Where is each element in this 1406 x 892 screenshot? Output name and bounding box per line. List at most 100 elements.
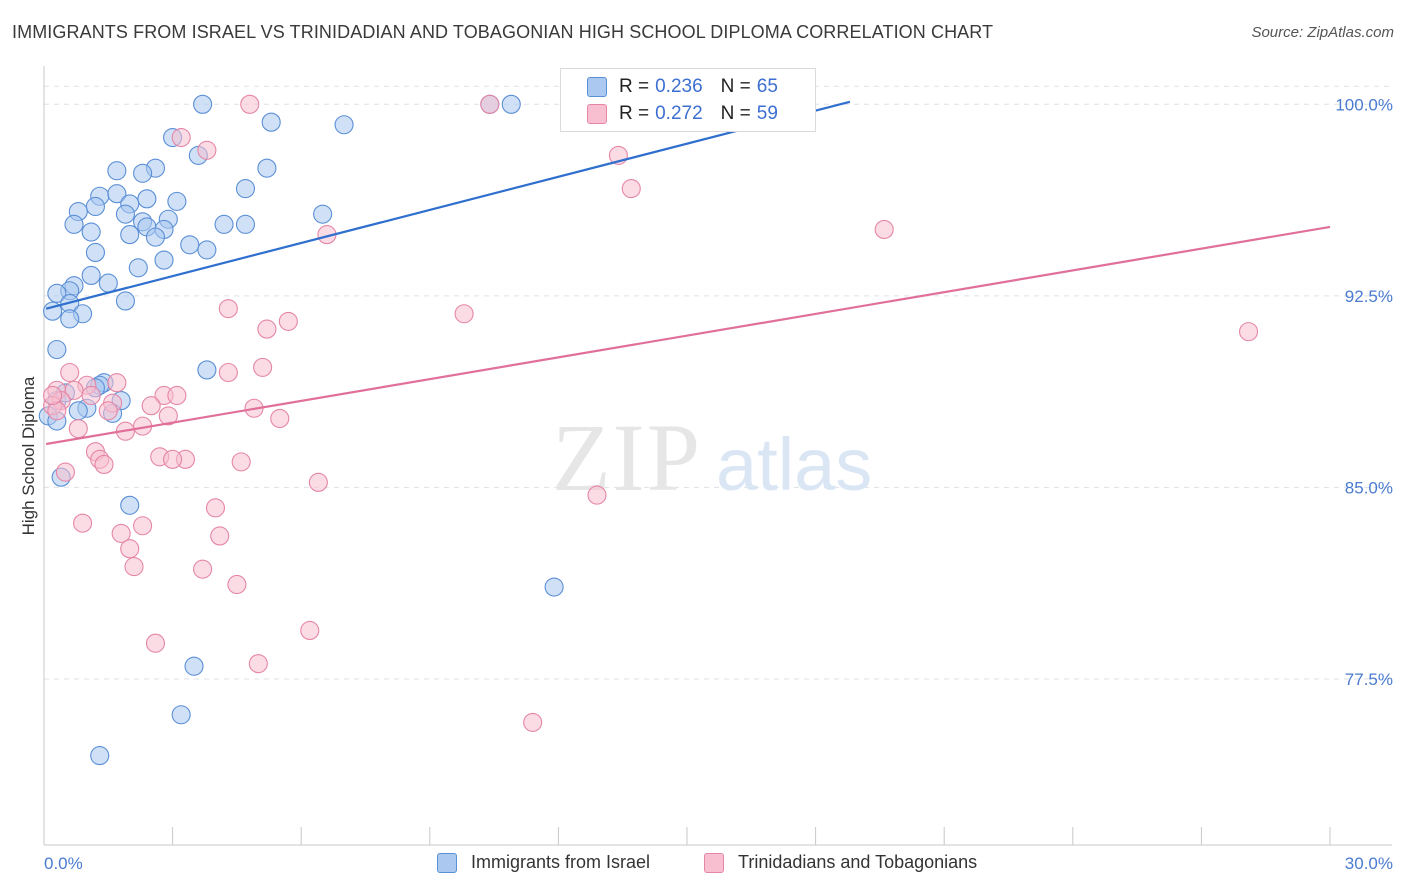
point-trinidad [621,179,641,199]
point-trinidad [218,299,238,319]
point-israel [47,283,67,303]
point-trinidad [124,557,144,577]
point-trinidad [523,712,543,732]
trend-lines [45,100,1331,446]
legend-n-label: N = [720,76,751,97]
legend-row-trinidad: R = 0.272 N = 59 [587,102,778,126]
point-trinidad [210,526,230,546]
point-israel [154,250,174,270]
point-israel [214,214,234,234]
point-israel [98,273,118,293]
y-tick-label: 85.0% [1345,478,1393,497]
point-israel [501,94,521,114]
point-trinidad [587,485,607,505]
point-israel [115,291,135,311]
data-points [38,94,1259,766]
point-israel [81,222,101,242]
legend-n-label: N = [720,103,751,124]
point-israel [47,339,67,360]
point-israel [120,225,140,245]
y-tick-label: 100.0% [1335,95,1393,114]
point-trinidad [141,396,161,416]
point-trinidad [94,454,114,474]
x-tick-label: 0.0% [44,854,83,873]
point-trinidad [1239,322,1259,342]
point-trinidad [158,406,178,426]
point-trinidad [874,219,894,240]
point-trinidad [167,385,187,406]
point-israel [85,196,105,217]
point-israel [313,204,333,224]
legend-item-trinidad[interactable]: Trinidadians and Tobagonians [704,852,977,873]
point-israel [167,191,187,211]
watermark-atlas: atlas [716,423,872,506]
legend-swatch-pink [587,104,607,124]
legend-label-trinidad: Trinidadians and Tobagonians [738,852,978,872]
point-israel [235,179,256,199]
watermark: ZIP atlas [552,404,872,511]
point-trinidad [98,401,118,421]
grid-lines [44,85,1392,680]
point-trinidad [308,472,328,492]
point-israel [184,656,204,676]
point-israel [64,214,84,234]
legend-row-israel: R = 0.236 N = 65 [587,75,778,99]
watermark-zip: ZIP [552,404,702,511]
point-trinidad [248,654,268,674]
point-israel [81,265,101,285]
point-trinidad [73,513,93,533]
point-israel [197,240,217,260]
legend-item-israel[interactable]: Immigrants from Israel [437,852,650,873]
point-trinidad [81,385,101,406]
axes [43,66,1392,846]
point-trinidad [55,462,75,482]
point-israel [120,495,140,515]
point-israel [107,184,127,204]
legend-swatch-pink [704,852,724,873]
legend-swatch-blue [587,77,607,97]
tick-labels: 77.5% 85.0% 92.5% 100.0% 0.0% 30.0% [44,95,1393,873]
point-trinidad [480,94,500,114]
point-trinidad [107,373,127,393]
point-trinidad [64,380,84,400]
point-trinidad [111,523,131,543]
legend-n-value: 65 [756,76,778,97]
point-trinidad [227,574,247,595]
legend-r-value: 0.272 [655,103,703,124]
x-tick-label: 30.0% [1345,854,1393,873]
point-trinidad [145,633,166,653]
legend-r-label: R = [619,103,650,124]
point-israel [85,242,105,262]
point-israel [90,746,110,766]
point-trinidad [240,94,260,114]
point-trinidad [60,362,80,383]
point-israel [107,161,127,181]
point-israel [180,235,200,255]
y-tick-label: 77.5% [1345,670,1393,689]
legend-r-value: 0.236 [655,76,703,97]
y-axis-label: High School Diploma [19,376,38,535]
chart-title: IMMIGRANTS FROM ISRAEL VS TRINIDADIAN AN… [12,22,994,42]
point-trinidad [253,357,273,377]
point-trinidad [163,449,183,469]
point-trinidad [231,452,251,472]
point-trinidad [205,498,226,518]
legend-label-israel: Immigrants from Israel [471,852,651,872]
point-israel [257,158,277,178]
point-trinidad [278,311,298,331]
point-trinidad [193,559,213,579]
correlation-legend: R = 0.236 N = 65 R = 0.272 N = 59 [560,68,816,132]
point-israel [193,94,213,114]
point-israel [145,227,166,247]
point-israel [334,115,354,135]
point-israel [171,705,191,725]
point-trinidad [454,304,474,324]
point-trinidad [270,408,290,429]
point-israel [133,163,153,183]
point-israel [128,258,148,278]
legend-swatch-blue [437,852,457,873]
series-legend: Immigrants from Israel Trinidadians and … [0,852,1406,876]
legend-n-value: 59 [756,103,778,124]
point-israel [68,401,88,421]
point-israel [137,189,157,209]
